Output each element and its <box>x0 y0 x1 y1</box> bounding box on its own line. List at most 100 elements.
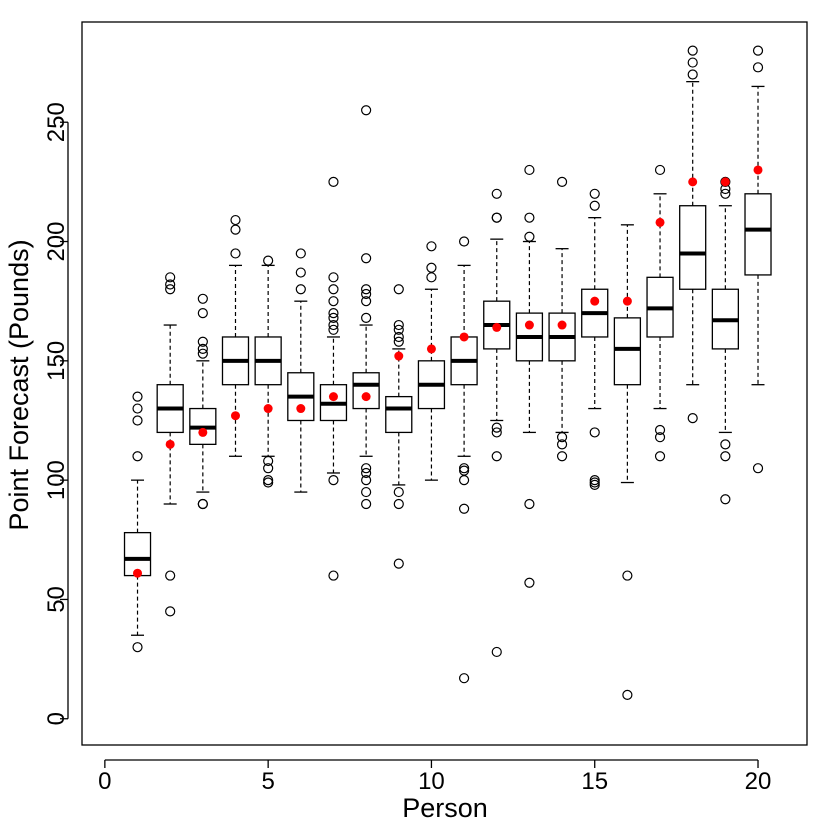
outlier-point <box>197 348 208 359</box>
iqr-box <box>744 193 772 276</box>
forecast-point <box>165 439 175 449</box>
outlier-point <box>556 176 568 187</box>
outlier-point <box>328 570 339 581</box>
outlier-point <box>132 451 143 462</box>
forecast-point <box>492 322 502 332</box>
outlier-point <box>197 498 208 510</box>
outlier-point <box>328 296 339 307</box>
forecast-point <box>426 344 436 354</box>
forecast-point <box>198 427 208 437</box>
forecast-point <box>720 177 730 187</box>
outlier-point <box>458 463 470 474</box>
outlier-point <box>230 214 241 226</box>
y-tick-label: 200 <box>43 222 70 262</box>
outlier-point <box>589 200 600 211</box>
outlier-point <box>687 45 698 56</box>
outlier-point <box>556 451 568 462</box>
forecast-point <box>622 296 632 306</box>
outlier-point <box>589 427 600 438</box>
outlier-point <box>165 284 176 295</box>
outlier-point <box>524 231 535 242</box>
outlier-point <box>524 498 535 510</box>
plot-layer <box>123 45 772 700</box>
outlier-point <box>361 312 372 323</box>
outlier-point <box>654 451 666 462</box>
outlier-point <box>426 262 437 273</box>
outlier-point <box>720 188 731 199</box>
forecast-point <box>328 392 338 402</box>
box-person-4 <box>221 214 250 457</box>
outlier-point <box>393 324 404 335</box>
box-person-8 <box>352 105 380 510</box>
outlier-point <box>589 188 600 199</box>
outlier-point <box>165 279 176 290</box>
outlier-point <box>720 439 731 450</box>
x-tick-label: 15 <box>581 768 608 795</box>
outlier-point <box>197 308 208 319</box>
box-person-1 <box>123 391 152 653</box>
outlier-point <box>654 432 666 443</box>
outlier-point <box>361 253 372 264</box>
outlier-point <box>524 212 535 223</box>
y-tick-label: 100 <box>43 460 70 500</box>
outlier-point <box>720 451 731 462</box>
outlier-point <box>393 319 404 331</box>
outlier-point <box>295 284 306 295</box>
forecast-point <box>263 404 273 414</box>
outlier-point <box>654 424 666 436</box>
outlier-point <box>752 62 764 73</box>
box-person-2 <box>156 272 184 617</box>
forecast-point <box>688 177 698 187</box>
outlier-point <box>263 475 274 486</box>
outlier-point <box>491 427 502 438</box>
outlier-point <box>687 57 698 68</box>
outlier-point <box>622 570 633 581</box>
box-person-6 <box>287 248 315 493</box>
outlier-point <box>328 308 339 319</box>
outlier-point <box>230 224 241 235</box>
outlier-point <box>426 272 437 283</box>
outlier-point <box>361 463 372 474</box>
box-person-17 <box>646 164 674 462</box>
box-person-15 <box>581 188 609 491</box>
outlier-point <box>132 642 143 653</box>
forecast-point <box>230 411 240 421</box>
x-tick-label: 0 <box>98 768 111 795</box>
outlier-point <box>524 577 535 588</box>
outlier-point <box>687 412 698 424</box>
outlier-point <box>556 432 568 443</box>
outlier-point <box>197 343 208 355</box>
y-tick-label: 250 <box>43 102 70 142</box>
outlier-point <box>132 415 143 426</box>
box-person-3 <box>189 293 217 510</box>
box-person-18 <box>679 45 707 424</box>
box-person-19 <box>711 176 740 505</box>
outlier-point <box>328 319 339 331</box>
outlier-point <box>197 336 208 347</box>
outlier-point <box>361 498 372 510</box>
outlier-point <box>165 606 176 617</box>
outlier-point <box>197 293 208 304</box>
outlier-point <box>752 463 764 474</box>
outlier-point <box>458 673 470 684</box>
outlier-point <box>752 45 764 56</box>
outlier-point <box>458 475 470 486</box>
iqr-box <box>385 395 413 434</box>
outlier-point <box>393 558 404 569</box>
outlier-point <box>361 288 372 300</box>
outlier-point <box>295 248 306 259</box>
forecast-point <box>753 165 763 175</box>
iqr-box <box>679 205 707 290</box>
box-person-5 <box>254 255 282 488</box>
forecast-point <box>459 332 469 342</box>
iqr-box <box>613 317 642 386</box>
x-tick-label: 5 <box>261 768 274 795</box>
outlier-point <box>622 689 633 700</box>
outlier-point <box>361 284 372 295</box>
outlier-point <box>393 498 404 510</box>
forecast-point <box>590 296 600 306</box>
forecast-point <box>524 320 534 330</box>
outlier-point <box>458 236 470 247</box>
outlier-point <box>720 494 731 505</box>
